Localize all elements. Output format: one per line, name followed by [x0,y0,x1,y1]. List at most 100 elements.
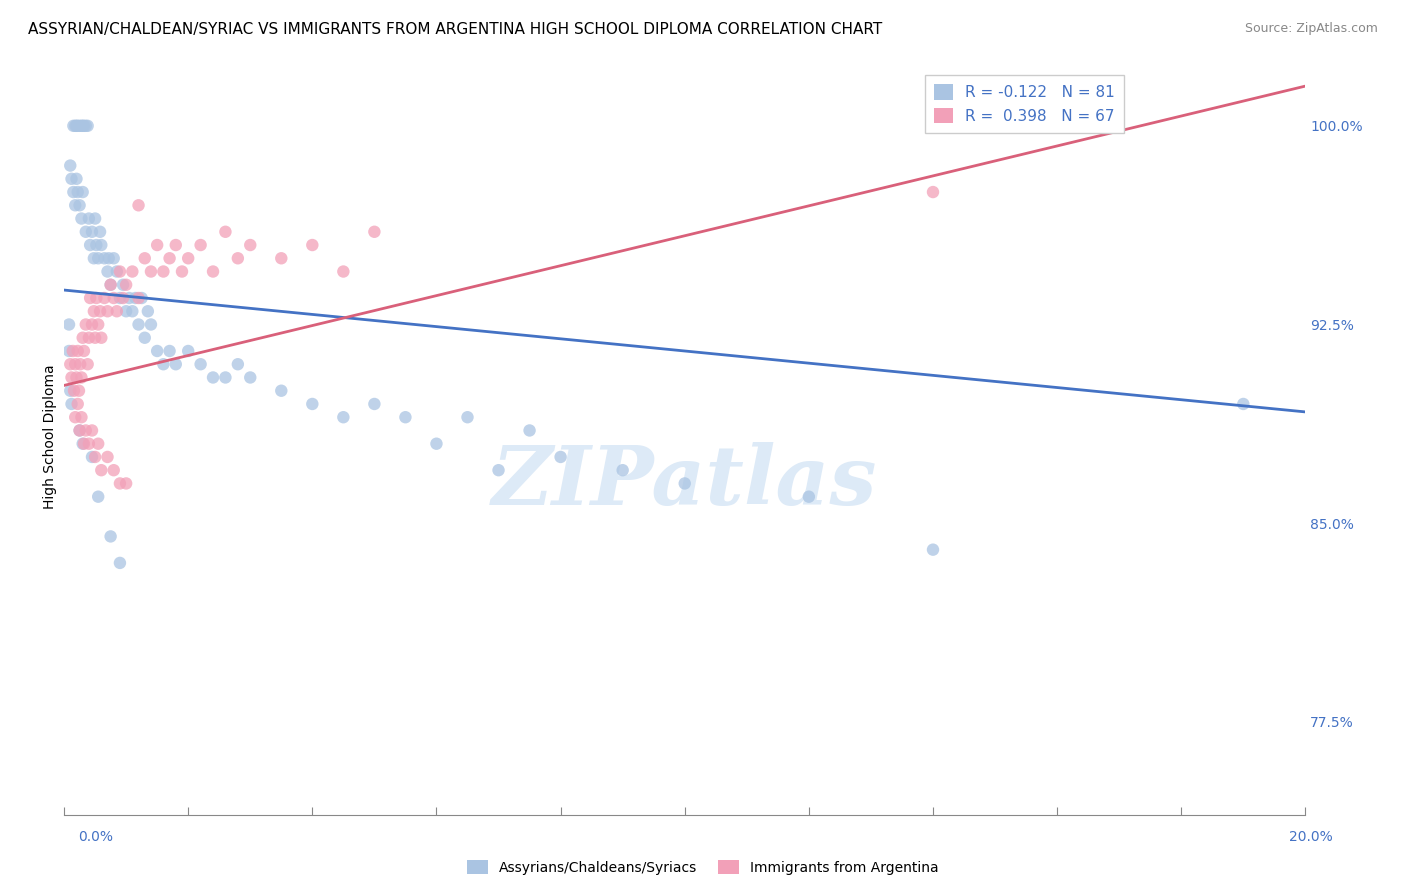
Point [226,357,249,371]
Point [301,397,323,411]
Point [177,343,200,358]
Point [488,463,510,477]
Point [87,490,110,504]
Point [66,185,89,199]
Point [146,238,169,252]
Point [128,291,150,305]
Point [128,318,150,332]
Point [62,185,84,199]
Point [112,291,135,305]
Point [60,397,83,411]
Point [84,211,107,226]
Point [65,119,87,133]
Point [65,119,87,133]
Point [136,304,159,318]
Point [77,331,100,345]
Point [80,450,103,464]
Point [60,370,83,384]
Point [96,304,118,318]
Point [190,238,212,252]
Point [105,304,128,318]
Point [69,119,91,133]
Point [72,185,94,199]
Point [457,410,479,425]
Point [301,238,323,252]
Point [177,252,200,266]
Point [214,225,236,239]
Point [139,318,162,332]
Point [87,436,110,450]
Point [270,252,292,266]
Point [58,318,80,332]
Point [363,225,385,239]
Point [115,304,138,318]
Point [108,264,131,278]
Point [270,384,292,398]
Point [89,225,111,239]
Point [62,343,84,358]
Point [134,331,156,345]
Point [67,384,90,398]
Point [159,252,181,266]
Point [79,291,101,305]
Point [332,410,354,425]
Point [159,343,181,358]
Point [73,436,96,450]
Point [121,264,143,278]
Point [108,291,131,305]
Point [112,277,135,292]
Point [202,264,225,278]
Point [73,343,96,358]
Point [239,238,262,252]
Point [90,463,112,477]
Point [65,171,87,186]
Text: 0.0%: 0.0% [79,830,112,844]
Point [96,450,118,464]
Point [115,277,138,292]
Legend: Assyrians/Chaldeans/Syriacs, Immigrants from Argentina: Assyrians/Chaldeans/Syriacs, Immigrants … [461,855,945,880]
Point [105,264,128,278]
Point [363,397,385,411]
Point [59,357,82,371]
Point [239,370,262,384]
Point [83,304,105,318]
Point [118,291,141,305]
Point [72,331,94,345]
Point [103,463,125,477]
Point [69,424,91,438]
Point [550,450,572,464]
Point [90,331,112,345]
Point [332,264,354,278]
Point [69,198,91,212]
Point [70,211,93,226]
Point [63,384,86,398]
Point [152,264,174,278]
Point [124,291,146,305]
Point [75,424,97,438]
Point [922,185,945,199]
Point [121,304,143,318]
Legend: R = -0.122   N = 81, R =  0.398   N = 67: R = -0.122 N = 81, R = 0.398 N = 67 [925,75,1123,133]
Point [922,542,945,557]
Point [134,252,156,266]
Point [103,291,125,305]
Point [70,119,93,133]
Point [165,357,187,371]
Point [115,476,138,491]
Text: 20.0%: 20.0% [1288,830,1333,844]
Text: ZIPatlas: ZIPatlas [492,442,877,523]
Point [519,424,541,438]
Point [75,225,97,239]
Point [80,225,103,239]
Point [66,119,89,133]
Point [79,238,101,252]
Point [1232,397,1254,411]
Point [59,159,82,173]
Point [202,370,225,384]
Point [66,343,89,358]
Point [77,211,100,226]
Point [612,463,634,477]
Point [86,238,108,252]
Point [84,331,107,345]
Point [75,318,97,332]
